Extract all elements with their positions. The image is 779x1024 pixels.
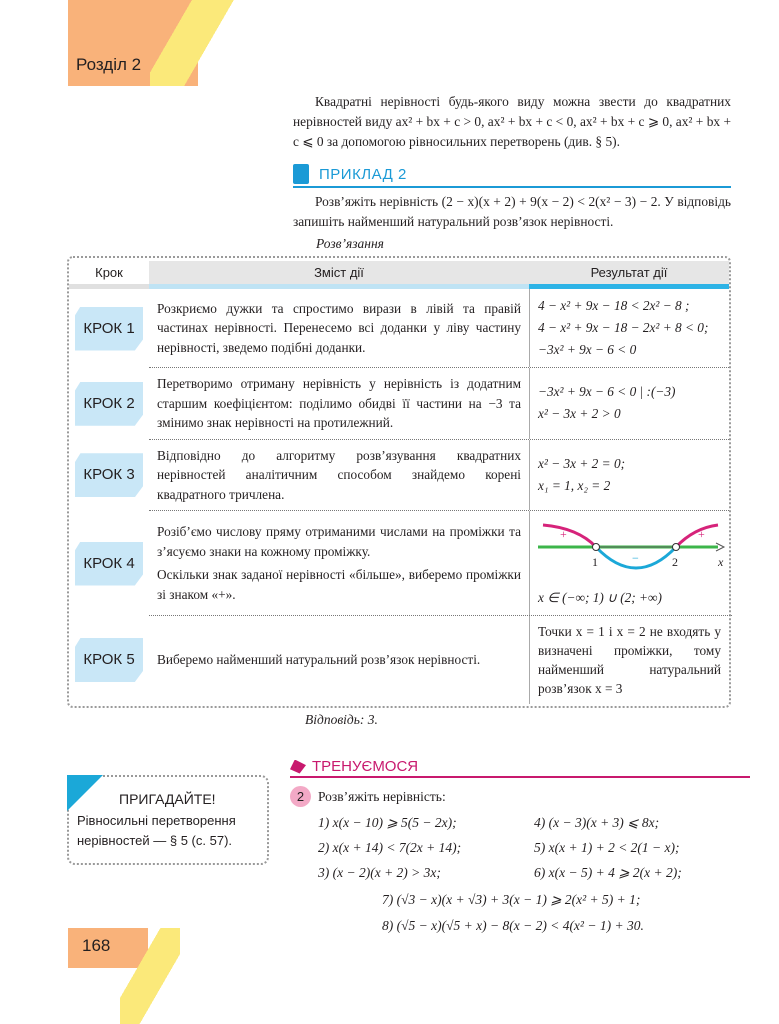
- header-stripe: [150, 0, 240, 86]
- step-body: Розкриємо дужки та спростимо вирази в лі…: [149, 289, 729, 368]
- curve-right: [674, 523, 719, 549]
- step-result: + − + 1 2 x x ∈ (−∞; 1) ∪ (2; +∞): [529, 511, 732, 615]
- result-line: x₁ = 1, x₂ = 2: [538, 477, 611, 493]
- step-label-3: КРОК 3: [75, 453, 143, 498]
- exercise-item: 4) (x − 3)(x + 3) ⩽ 8x;: [534, 815, 660, 830]
- practice-header: ТРЕНУЄМОСЯ: [290, 758, 750, 778]
- sign-chart: + − + 1 2 x: [538, 517, 726, 587]
- practice-title: ТРЕНУЄМОСЯ: [312, 758, 419, 775]
- root-point-2: [672, 543, 680, 551]
- reminder-box: ПРИГАДАЙТЕ! Рівносильні перетворення нер…: [67, 775, 269, 865]
- step-row-5: КРОК 5 Виберемо найменший натуральний ро…: [69, 616, 729, 704]
- step-content: Розіб’ємо числову пряму отриманими числа…: [149, 511, 529, 615]
- step-result: −3x² + 9x − 6 < 0 | :(−3) x² − 3x + 2 > …: [529, 368, 729, 439]
- root-point-1: [592, 543, 600, 551]
- step-cell: КРОК 5: [69, 616, 149, 704]
- exercise-item: 6) x(x − 5) + 4 ⩾ 2(x + 2);: [534, 865, 682, 880]
- step-content-text: Відповідно до алгоритму розв’язування кв…: [157, 447, 521, 502]
- step-row-4: КРОК 4 Розіб’ємо числову пряму отриманим…: [69, 511, 732, 616]
- step-row-1: КРОК 1 Розкриємо дужки та спростимо вира…: [69, 289, 729, 368]
- step-cell: КРОК 3: [69, 440, 149, 512]
- table-header-row: Крок Зміст дії Результат дії: [69, 261, 729, 289]
- sign-middle: −: [632, 551, 639, 565]
- page-number: 168: [82, 936, 111, 955]
- exercise-item: 5) x(x + 1) + 2 < 2(1 − x);: [534, 840, 680, 855]
- result-line: 4 − x² + 9x − 18 − 2x² + 8 < 0;: [538, 320, 709, 335]
- main-content: Квадратні нерівності будь-якого виду мож…: [67, 92, 750, 937]
- step-content-text: Розіб’ємо числову пряму отриманими числа…: [157, 524, 521, 559]
- step-content: Відповідно до алгоритму розв’язування кв…: [149, 440, 529, 511]
- exercise-item: 1) x(x − 10) ⩾ 5(5 − 2x);: [318, 815, 457, 830]
- result-line: x² − 3x + 2 > 0: [538, 406, 621, 422]
- example-icon: [293, 164, 309, 184]
- step-result: 4 − x² + 9x − 18 < 2x² − 8 ; 4 − x² + 9x…: [529, 289, 729, 367]
- step-cell: КРОК 2: [69, 368, 149, 440]
- step-content-text: Перетворимо отриману нерівність у нерівн…: [157, 376, 521, 430]
- step-content: Виберемо найменший натуральний розв’язок…: [149, 616, 529, 704]
- root-label-2: 2: [672, 555, 678, 569]
- step-content-text: Виберемо найменший натуральний розв’язок…: [157, 652, 481, 668]
- result-line: 4 − x² + 9x − 18 < 2x² − 8 ;: [538, 298, 690, 313]
- sign-right: +: [698, 527, 705, 541]
- step-label-4: КРОК 4: [75, 541, 143, 586]
- step-cell: КРОК 4: [69, 511, 149, 616]
- axis-arrow-icon: [715, 542, 726, 552]
- sign-left: +: [560, 527, 567, 541]
- root-label-1: 1: [592, 555, 598, 569]
- practice-section: ТРЕНУЄМОСЯ 2 Розв’яжіть нерівність: 1) x…: [290, 758, 750, 937]
- exercise-number: 2: [290, 786, 311, 807]
- chapter-title: Розділ 2: [76, 55, 142, 74]
- col-header-content: Зміст дії: [149, 261, 529, 289]
- solution-label: Розв’язання: [316, 236, 384, 251]
- curve-left: [542, 523, 598, 549]
- step-label-5: КРОК 5: [75, 638, 143, 682]
- reminder-arrow-icon: [67, 775, 103, 811]
- step-body: Виберемо найменший натуральний розв’язок…: [149, 616, 729, 704]
- col-header-step: Крок: [69, 261, 149, 289]
- step-row-2: КРОК 2 Перетворимо отриману нерівність у…: [69, 368, 729, 440]
- step-result: x² − 3x + 2 = 0; x₁ = 1, x₂ = 2: [529, 439, 729, 510]
- exercise-item: 7) (√3 − x)(x + √3) + 3(x − 1) ⩾ 2(x² + …: [382, 892, 641, 907]
- sign-chart-svg: [538, 523, 726, 570]
- example-header: ПРИКЛАД 2: [293, 164, 731, 188]
- reminder-text: Рівносильні перетворення нерівностей — §…: [77, 813, 236, 848]
- result-line: Точки x = 1 і x = 2 не входять у визначе…: [538, 624, 721, 696]
- result-line: x ∈ (−∞; 1) ∪ (2; +∞): [538, 590, 662, 605]
- step-label-1: КРОК 1: [75, 306, 143, 351]
- exercise-item: 3) (x − 2)(x + 2) > 3x;: [318, 865, 441, 880]
- exercise-header: 2 Розв’яжіть нерівність:: [290, 786, 750, 807]
- exercise-item: 2) x(x + 14) < 7(2x + 14);: [318, 840, 462, 855]
- step-body: Перетворимо отриману нерівність у нерівн…: [149, 368, 729, 440]
- step-body: Відповідно до алгоритму розв’язування кв…: [149, 439, 729, 511]
- example-column: Квадратні нерівності будь-якого виду мож…: [293, 92, 731, 252]
- intro-paragraph: Квадратні нерівності будь-якого виду мож…: [293, 94, 731, 149]
- solution-table: Крок Зміст дії Результат дії КРОК 1 Розк…: [67, 256, 732, 708]
- step-result: Точки x = 1 і x = 2 не входять у визначе…: [529, 616, 729, 704]
- axis-label: x: [718, 555, 724, 569]
- lower-section: ПРИГАДАЙТЕ! Рівносильні перетворення нер…: [67, 758, 750, 937]
- result-line: −3x² + 9x − 6 < 0 | :(−3): [538, 384, 676, 400]
- curve-middle: [594, 545, 678, 570]
- exercise-items: 1) x(x − 10) ⩾ 5(5 − 2x); 4) (x − 3)(x +…: [318, 813, 750, 883]
- col-header-result: Результат дії: [529, 261, 729, 289]
- step-content: Розкриємо дужки та спростимо вирази в лі…: [149, 289, 529, 367]
- footer-stripe: [120, 928, 180, 1024]
- step-row-3: КРОК 3 Відповідно до алгоритму розв’язув…: [69, 439, 729, 512]
- exercise-prompt: Розв’яжіть нерівність:: [318, 788, 446, 804]
- step-label-2: КРОК 2: [75, 381, 143, 426]
- exercise-item: 8) (√5 − x)(√5 + x) − 8(x − 2) < 4(x² − …: [382, 918, 644, 933]
- step-content: Перетворимо отриману нерівність у нерівн…: [149, 368, 529, 439]
- example-title: ПРИКЛАД 2: [319, 165, 407, 183]
- step-cell: КРОК 1: [69, 289, 149, 368]
- example-task: Розв’яжіть нерівність (2 − x)(x + 2) + 9…: [293, 194, 731, 229]
- step-body: Розіб’ємо числову пряму отриманими числа…: [149, 511, 732, 616]
- reminder-title: ПРИГАДАЙТЕ!: [119, 791, 216, 807]
- result-line: x² − 3x + 2 = 0;: [538, 455, 626, 471]
- result-line: −3x² + 9x − 6 < 0: [538, 342, 637, 357]
- answer: Відповідь: 3.: [305, 712, 378, 727]
- step-content-text: Розкриємо дужки та спростимо вирази в лі…: [157, 300, 521, 355]
- step-content-2: Оскільки знак заданої нерівності «більше…: [157, 567, 521, 602]
- pencil-icon: [290, 759, 306, 774]
